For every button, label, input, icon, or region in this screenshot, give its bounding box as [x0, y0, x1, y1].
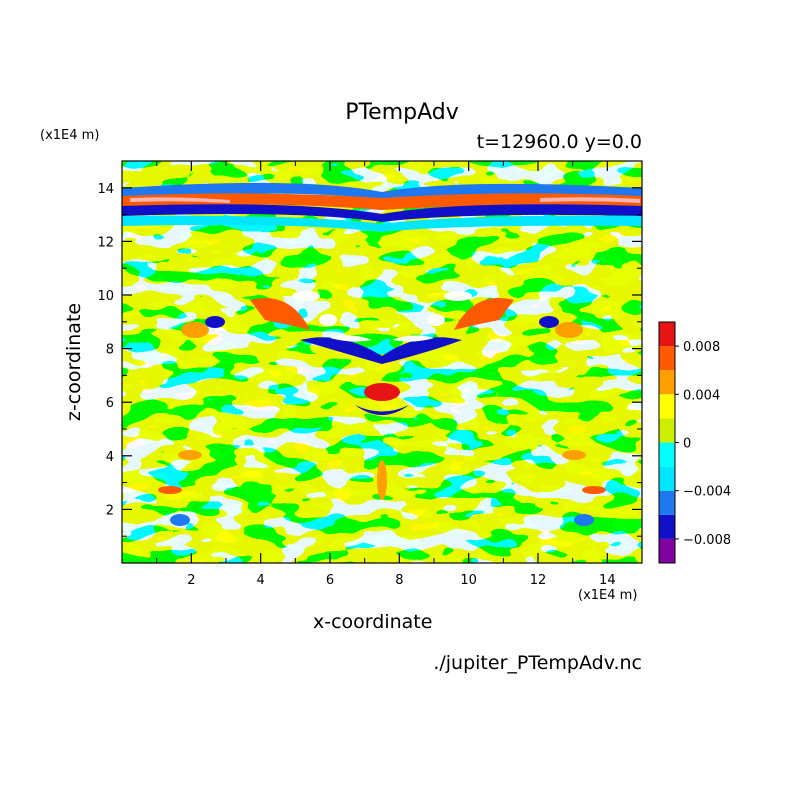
- x-axis-unit: (x1E4 m): [578, 588, 638, 603]
- y-tick-label: 4: [106, 450, 114, 465]
- colorbar-segment: [659, 490, 675, 515]
- time-label: t=12960.0 y=0.0: [476, 131, 642, 153]
- colorbar-segment: [659, 442, 675, 467]
- lower-blue-right: [574, 514, 594, 526]
- x-tick-label: 8: [395, 573, 403, 588]
- wing-right: [454, 298, 514, 330]
- band-pink-right: [540, 197, 640, 203]
- lower-red-right: [582, 486, 606, 494]
- z-axis-unit: (x1E4 m): [40, 128, 100, 143]
- x-tick-label: 14: [599, 573, 616, 588]
- y-tick-label: 10: [97, 289, 114, 304]
- band-red: [122, 193, 642, 210]
- band-dark-blue: [122, 204, 642, 222]
- white-dot-left: [319, 314, 337, 326]
- colorbar-tick-label: 0.004: [683, 388, 720, 403]
- band-blue-upper: [122, 182, 642, 200]
- band-cyan: [122, 215, 642, 232]
- x-tick-label: 4: [257, 573, 265, 588]
- center-red-blob: [364, 383, 400, 401]
- side-orange-left: [181, 322, 209, 338]
- file-label: ./jupiter_PTempAdv.nc: [433, 652, 642, 674]
- white-dot-right: [427, 314, 445, 326]
- center-orange-column: [377, 460, 387, 500]
- lower-orange-left: [178, 450, 202, 460]
- y-tick-label: 8: [106, 343, 114, 358]
- wing-left: [250, 298, 310, 330]
- arch-white-left: [330, 335, 372, 342]
- colorbar-tick-label: 0.008: [683, 340, 720, 355]
- lower-orange-right: [562, 450, 586, 460]
- colorbar-segment: [659, 394, 675, 419]
- colorbar-segment: [659, 538, 675, 563]
- chart-title: PTempAdv: [345, 100, 459, 125]
- side-orange-right: [555, 322, 583, 338]
- colorbar-tick-label: −0.004: [683, 485, 731, 500]
- colorbar: 0.008 0.004 0 −0.004 −0.008: [658, 321, 731, 564]
- colorbar-segment: [659, 346, 675, 371]
- center-blue-arc: [355, 405, 409, 415]
- x-axis-label: x-coordinate: [313, 611, 433, 633]
- x-tick-label: 2: [187, 573, 195, 588]
- y-tick-label: 2: [106, 503, 114, 518]
- side-blue-left: [205, 316, 225, 328]
- y-tick-label: 12: [97, 235, 114, 250]
- colorbar-segment: [659, 418, 675, 443]
- plot-frame: [121, 160, 643, 564]
- arch-white-right: [392, 335, 434, 342]
- colorbar-segment: [659, 466, 675, 491]
- white-blob-left: [292, 291, 320, 301]
- colorbar-segment: [659, 322, 675, 347]
- x-tick-label: 6: [326, 573, 334, 588]
- colorbar-tick-label: 0: [683, 437, 691, 452]
- arch-blue: [300, 337, 462, 364]
- x-tick-label: 10: [460, 573, 477, 588]
- y-tick-label: 6: [106, 396, 114, 411]
- y-tick-label: 14: [97, 182, 114, 197]
- axis-ticks: 2 4 6 8 10 12 14 2 4 6 8 10 12 14: [97, 161, 642, 588]
- colorbar-segment: [659, 370, 675, 395]
- lower-blue-left: [170, 514, 190, 526]
- band-pink-left: [130, 197, 230, 203]
- side-blue-right: [539, 316, 559, 328]
- colorbar-tick-label: −0.008: [683, 533, 731, 548]
- lower-red-left: [158, 486, 182, 494]
- x-tick-label: 12: [530, 573, 547, 588]
- field-layer: [122, 161, 642, 563]
- colorbar-segment: [659, 514, 675, 539]
- white-blob-right: [444, 291, 472, 301]
